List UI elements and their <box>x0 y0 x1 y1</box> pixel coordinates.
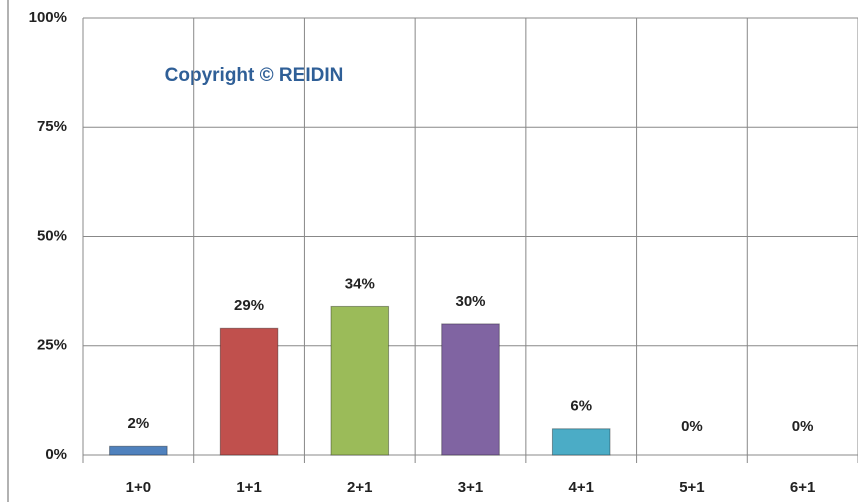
bar <box>441 323 500 456</box>
y-tick-label: 50% <box>37 227 67 244</box>
y-tick-label: 25% <box>37 337 67 354</box>
value-label: 0% <box>792 418 814 435</box>
bar <box>109 445 168 456</box>
value-label: 34% <box>345 275 375 292</box>
annotation: Copyright © REIDIN <box>165 65 344 86</box>
value-label: 2% <box>128 415 150 432</box>
value-label: 29% <box>234 297 264 314</box>
x-tick-label: 1+0 <box>126 479 151 496</box>
value-label: 30% <box>455 293 485 310</box>
y-tick-label: 75% <box>37 118 67 135</box>
bar <box>551 428 611 456</box>
x-tick-label: 5+1 <box>679 479 704 496</box>
value-label: 6% <box>570 398 592 415</box>
bar <box>219 327 279 456</box>
x-tick-label: 4+1 <box>568 479 593 496</box>
bar <box>330 305 390 456</box>
x-tick-label: 6+1 <box>790 479 815 496</box>
value-label: 0% <box>681 418 703 435</box>
x-tick-label: 2+1 <box>347 479 372 496</box>
y-tick-label: 100% <box>29 9 67 26</box>
x-tick-label: 3+1 <box>458 479 483 496</box>
x-tick-label: 1+1 <box>236 479 261 496</box>
y-tick-label: 0% <box>45 446 67 463</box>
